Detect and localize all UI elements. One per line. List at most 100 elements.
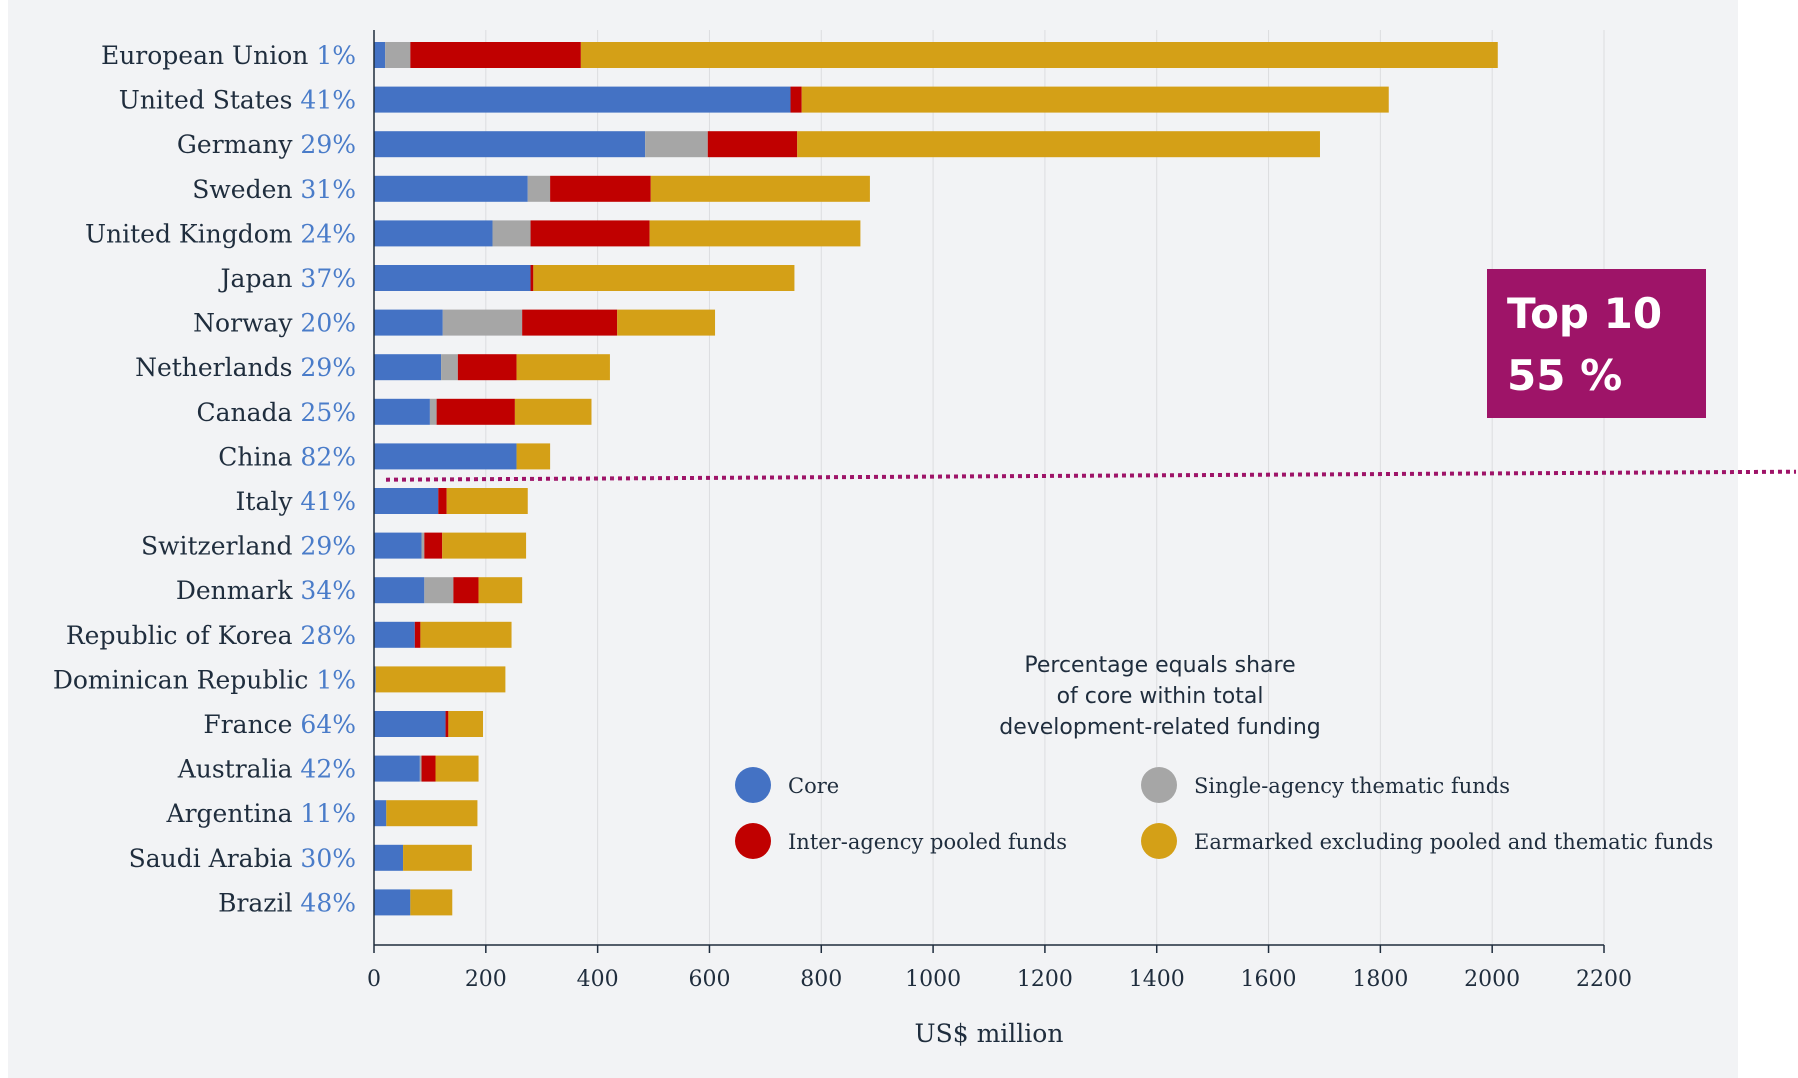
- category-label: Norway 20%: [193, 309, 356, 338]
- bar-segment: [374, 844, 404, 871]
- x-tick-label: 800: [800, 967, 842, 992]
- category-name: Germany: [177, 130, 301, 159]
- x-tick-label: 1600: [1241, 967, 1297, 992]
- category-label: Argentina 11%: [166, 799, 356, 828]
- bar-segment: [435, 755, 479, 782]
- bar-segment: [530, 265, 534, 291]
- core-share-label: 31%: [300, 175, 356, 204]
- x-tick-label: 0: [367, 967, 381, 992]
- bar-segment: [441, 354, 458, 381]
- bar-segment: [438, 488, 447, 514]
- bar-segment: [374, 131, 646, 158]
- core-share-label: 41%: [300, 487, 356, 516]
- core-share-label: 1%: [316, 41, 356, 70]
- core-share-label: 37%: [300, 264, 356, 293]
- bar-segment: [374, 755, 420, 782]
- bar-segment: [424, 577, 454, 604]
- category-label: China 82%: [218, 442, 356, 471]
- bar-segment: [446, 488, 528, 514]
- category-label: European Union 1%: [101, 41, 356, 70]
- x-tick-label: 400: [577, 967, 619, 992]
- core-share-label: 20%: [300, 309, 356, 338]
- category-name: Dominican Republic: [53, 665, 317, 694]
- category-label: Sweden 31%: [192, 175, 356, 204]
- x-axis: 0 200 400 600 800 1000 1200 1400 1600 1800 2000 220…: [367, 30, 1632, 992]
- category-label: United States 41%: [119, 86, 356, 115]
- category-label: Switzerland 29%: [141, 532, 356, 561]
- legend-label: Earmarked excluding pooled and thematic …: [1194, 830, 1713, 854]
- category-label: Republic of Korea 28%: [66, 621, 356, 650]
- category-name: Australia: [177, 755, 301, 784]
- bar-segment: [374, 175, 528, 202]
- bar-segment: [374, 532, 422, 559]
- bar-segment: [516, 354, 610, 381]
- core-share-label: 34%: [300, 576, 356, 605]
- bar-segment: [442, 309, 523, 336]
- legend-label: Inter-agency pooled funds: [788, 830, 1067, 854]
- core-share-label: 29%: [300, 353, 356, 382]
- bar-segment: [530, 220, 650, 247]
- category-label: France 64%: [203, 710, 356, 739]
- bar-segment: [550, 175, 651, 202]
- legend: Core Single-agency thematic funds Inter-ag…: [735, 767, 1713, 859]
- top10-share: 55 %: [1507, 351, 1623, 400]
- category-name: Sweden: [192, 175, 300, 204]
- bar-segment: [442, 532, 527, 559]
- core-share-label: 48%: [300, 888, 356, 917]
- bar-segment: [374, 889, 411, 916]
- category-label: Denmark 34%: [176, 576, 356, 605]
- bar-segment: [516, 443, 551, 470]
- bar-segment: [374, 711, 446, 737]
- bar-segment: [436, 398, 515, 425]
- bar-segment: [374, 354, 442, 381]
- bar-segment: [478, 577, 523, 604]
- bar-segment: [514, 398, 592, 425]
- bar-segment: [414, 621, 421, 648]
- category-label: Dominican Republic 1%: [53, 665, 356, 694]
- chart-note-line: of core within total: [1057, 684, 1264, 709]
- bar-segment: [797, 131, 1320, 158]
- category-label: Netherlands 29%: [135, 353, 356, 382]
- bar-segment: [649, 220, 861, 247]
- bar-segment: [707, 131, 798, 158]
- category-label: Japan 37%: [218, 264, 356, 293]
- bar-segment: [374, 577, 425, 604]
- bar-segment: [445, 711, 449, 737]
- top10-label: Top 10: [1507, 289, 1663, 338]
- category-name: Canada: [197, 398, 301, 427]
- bar-segment: [403, 844, 472, 871]
- bar-segment: [374, 666, 376, 693]
- category-label: Brazil 48%: [218, 888, 356, 917]
- bar-segment: [374, 488, 439, 514]
- category-label: Australia 42%: [177, 755, 356, 784]
- core-share-label: 11%: [300, 799, 356, 828]
- plot-background: [8, 0, 1738, 1078]
- bar-segment: [374, 220, 493, 247]
- bar-segment: [374, 398, 430, 425]
- x-tick-label: 2000: [1464, 967, 1520, 992]
- bar-segment: [375, 666, 506, 693]
- category-labels: European Union 1% United States 41% German…: [53, 41, 356, 917]
- x-tick-label: 200: [465, 967, 507, 992]
- category-name: Switzerland: [141, 532, 300, 561]
- x-tick-label: 600: [688, 967, 730, 992]
- bar-segment: [374, 42, 386, 68]
- category-label: Canada 25%: [197, 398, 356, 427]
- chart-note: Percentage equals share of core within to…: [999, 653, 1321, 740]
- top10-divider-line: [385, 469, 1797, 482]
- top10-annotation-box: Top 10 55 %: [1487, 269, 1706, 418]
- legend-swatch: [735, 767, 771, 803]
- category-name: Argentina: [166, 799, 301, 828]
- bar-segment: [645, 131, 708, 158]
- category-name: Norway: [193, 309, 300, 338]
- x-tick-label: 1800: [1352, 967, 1408, 992]
- legend-swatch: [735, 823, 771, 859]
- legend-swatch: [1141, 767, 1177, 803]
- category-name: United States: [119, 86, 301, 115]
- category-name: Brazil: [218, 888, 300, 917]
- category-name: Japan: [218, 264, 301, 293]
- bar-segment: [374, 800, 387, 827]
- bar-segment: [421, 532, 425, 559]
